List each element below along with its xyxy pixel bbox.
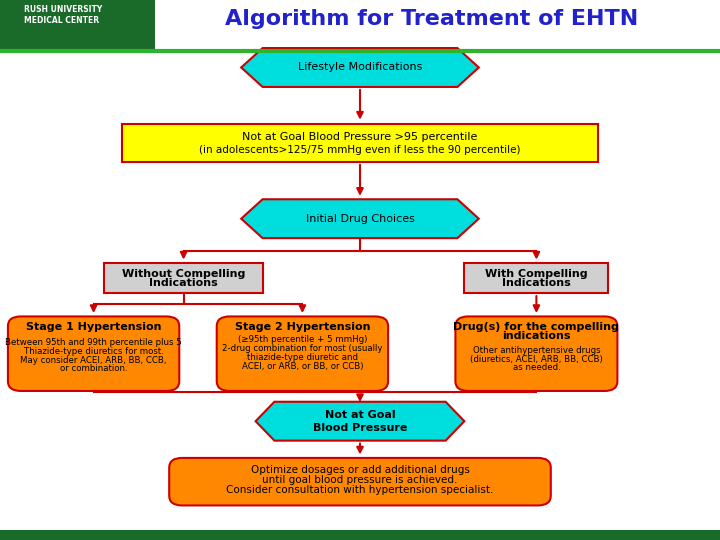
FancyBboxPatch shape bbox=[217, 316, 388, 391]
FancyBboxPatch shape bbox=[8, 316, 179, 391]
FancyBboxPatch shape bbox=[169, 458, 551, 505]
Text: Indications: Indications bbox=[502, 279, 571, 288]
FancyBboxPatch shape bbox=[155, 0, 720, 51]
Text: May consider ACEI, ARB, BB, CCB,: May consider ACEI, ARB, BB, CCB, bbox=[20, 356, 167, 365]
Text: Drug(s) for the compelling: Drug(s) for the compelling bbox=[454, 322, 619, 332]
Text: Stage 1 Hypertension: Stage 1 Hypertension bbox=[26, 322, 161, 332]
Text: ACEI, or ARB, or BB, or CCB): ACEI, or ARB, or BB, or CCB) bbox=[242, 362, 363, 370]
Text: Lifestyle Modifications: Lifestyle Modifications bbox=[298, 63, 422, 72]
Text: Between 95th and 99th percentile plus 5: Between 95th and 99th percentile plus 5 bbox=[5, 339, 182, 347]
Text: Thiazide-type diuretics for most.: Thiazide-type diuretics for most. bbox=[24, 347, 163, 356]
Text: indications: indications bbox=[502, 332, 571, 341]
Polygon shape bbox=[241, 48, 479, 87]
Text: Not at Goal Blood Pressure >95 percentile: Not at Goal Blood Pressure >95 percentil… bbox=[243, 132, 477, 141]
FancyBboxPatch shape bbox=[122, 124, 598, 162]
Polygon shape bbox=[256, 402, 464, 441]
FancyBboxPatch shape bbox=[0, 0, 720, 51]
Text: or combination.: or combination. bbox=[60, 364, 127, 373]
Polygon shape bbox=[241, 199, 479, 238]
Text: Optimize dosages or add additional drugs: Optimize dosages or add additional drugs bbox=[251, 465, 469, 475]
Text: RUSH UNIVERSITY
MEDICAL CENTER: RUSH UNIVERSITY MEDICAL CENTER bbox=[24, 5, 102, 25]
Text: Consider consultation with hypertension specialist.: Consider consultation with hypertension … bbox=[226, 485, 494, 495]
Text: Blood Pressure: Blood Pressure bbox=[312, 423, 408, 433]
Text: 2-drug combination for most (usually: 2-drug combination for most (usually bbox=[222, 345, 382, 353]
Text: (in adolescents>125/75 mmHg even if less the 90 percentile): (in adolescents>125/75 mmHg even if less… bbox=[199, 145, 521, 154]
Text: Other antihypertensive drugs: Other antihypertensive drugs bbox=[472, 346, 600, 355]
Text: as needed.: as needed. bbox=[513, 363, 560, 372]
FancyBboxPatch shape bbox=[464, 263, 608, 293]
Text: Not at Goal: Not at Goal bbox=[325, 410, 395, 420]
Text: Without Compelling: Without Compelling bbox=[122, 269, 246, 279]
Text: Algorithm for Treatment of EHTN: Algorithm for Treatment of EHTN bbox=[225, 9, 639, 29]
Text: (≥95th percentile + 5 mmHg): (≥95th percentile + 5 mmHg) bbox=[238, 335, 367, 344]
FancyBboxPatch shape bbox=[0, 530, 720, 540]
Text: Stage 2 Hypertension: Stage 2 Hypertension bbox=[235, 322, 370, 332]
Text: Initial Drug Choices: Initial Drug Choices bbox=[305, 214, 415, 224]
Text: thiazide-type diuretic and: thiazide-type diuretic and bbox=[247, 353, 358, 362]
Text: until goal blood pressure is achieved.: until goal blood pressure is achieved. bbox=[262, 475, 458, 484]
FancyBboxPatch shape bbox=[455, 316, 618, 391]
Text: Indications: Indications bbox=[149, 279, 218, 288]
Text: (diuretics, ACEI, ARB, BB, CCB): (diuretics, ACEI, ARB, BB, CCB) bbox=[470, 355, 603, 363]
Text: With Compelling: With Compelling bbox=[485, 269, 588, 279]
FancyBboxPatch shape bbox=[104, 263, 263, 293]
